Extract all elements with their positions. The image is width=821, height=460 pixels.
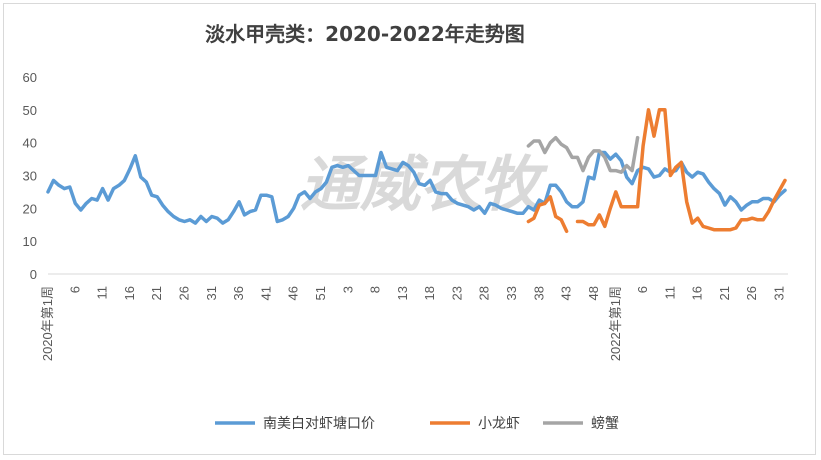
x-tick-label: 41 <box>258 286 273 300</box>
y-tick-label: 50 <box>23 103 37 118</box>
series-line-0 <box>46 150 787 225</box>
x-tick-label: 16 <box>690 286 705 300</box>
legend-label: 南美白对虾塘口价 <box>263 416 375 432</box>
x-tick-label: 16 <box>122 286 137 300</box>
y-tick-label: 30 <box>23 169 37 184</box>
x-tick-label: 31 <box>772 286 787 300</box>
x-tick-label: 26 <box>176 286 191 300</box>
x-tick-label: 31 <box>204 286 219 300</box>
x-tick-label: 36 <box>231 286 246 300</box>
legend: 南美白对虾塘口价 小龙虾 螃蟹 <box>215 415 619 432</box>
legend-label: 小龙虾 <box>478 416 520 432</box>
series-line-2 <box>526 135 640 174</box>
x-tick-label: 48 <box>586 286 601 300</box>
x-tick-label: 21 <box>149 286 164 300</box>
x-tick-label: 21 <box>717 286 732 300</box>
x-tick-label: 2020年第1周 <box>40 286 55 361</box>
x-tick-label: 33 <box>504 286 519 300</box>
chart-title: 淡水甲壳类：2020-2022年走势图 <box>205 22 525 46</box>
x-tick-label: 38 <box>531 286 546 300</box>
x-tick-label: 11 <box>662 286 677 300</box>
x-tick-label: 6 <box>67 286 82 293</box>
x-tick-label: 8 <box>368 286 383 293</box>
series-lines <box>46 108 787 234</box>
x-tick-label: 46 <box>286 286 301 300</box>
chart-frame <box>3 3 816 455</box>
y-tick-label: 40 <box>23 136 37 151</box>
x-tick-label: 13 <box>395 286 410 300</box>
y-tick-label: 60 <box>23 70 37 85</box>
x-tick-label: 51 <box>313 286 328 300</box>
x-tick-label: 43 <box>559 286 574 300</box>
x-tick-label: 26 <box>744 286 759 300</box>
y-tick-label: 0 <box>30 267 37 282</box>
y-axis: 0 10 20 30 40 50 60 <box>23 70 37 282</box>
x-axis: 2020年第1周 6 11 16 21 26 31 36 41 46 51 3 8 13 18 23 28 33 3… <box>40 273 788 361</box>
x-tick-label: 23 <box>449 286 464 300</box>
y-tick-label: 20 <box>23 201 37 216</box>
x-tick-label: 18 <box>422 286 437 300</box>
legend-label: 螃蟹 <box>591 415 619 432</box>
x-tick-label: 6 <box>635 286 650 293</box>
series-line-1 <box>526 108 787 234</box>
x-tick-label: 28 <box>477 286 492 300</box>
x-tick-label: 11 <box>95 286 110 300</box>
x-tick-label: 2022年第1周 <box>608 286 623 361</box>
x-tick-label: 3 <box>340 286 355 293</box>
y-tick-label: 10 <box>23 234 37 249</box>
